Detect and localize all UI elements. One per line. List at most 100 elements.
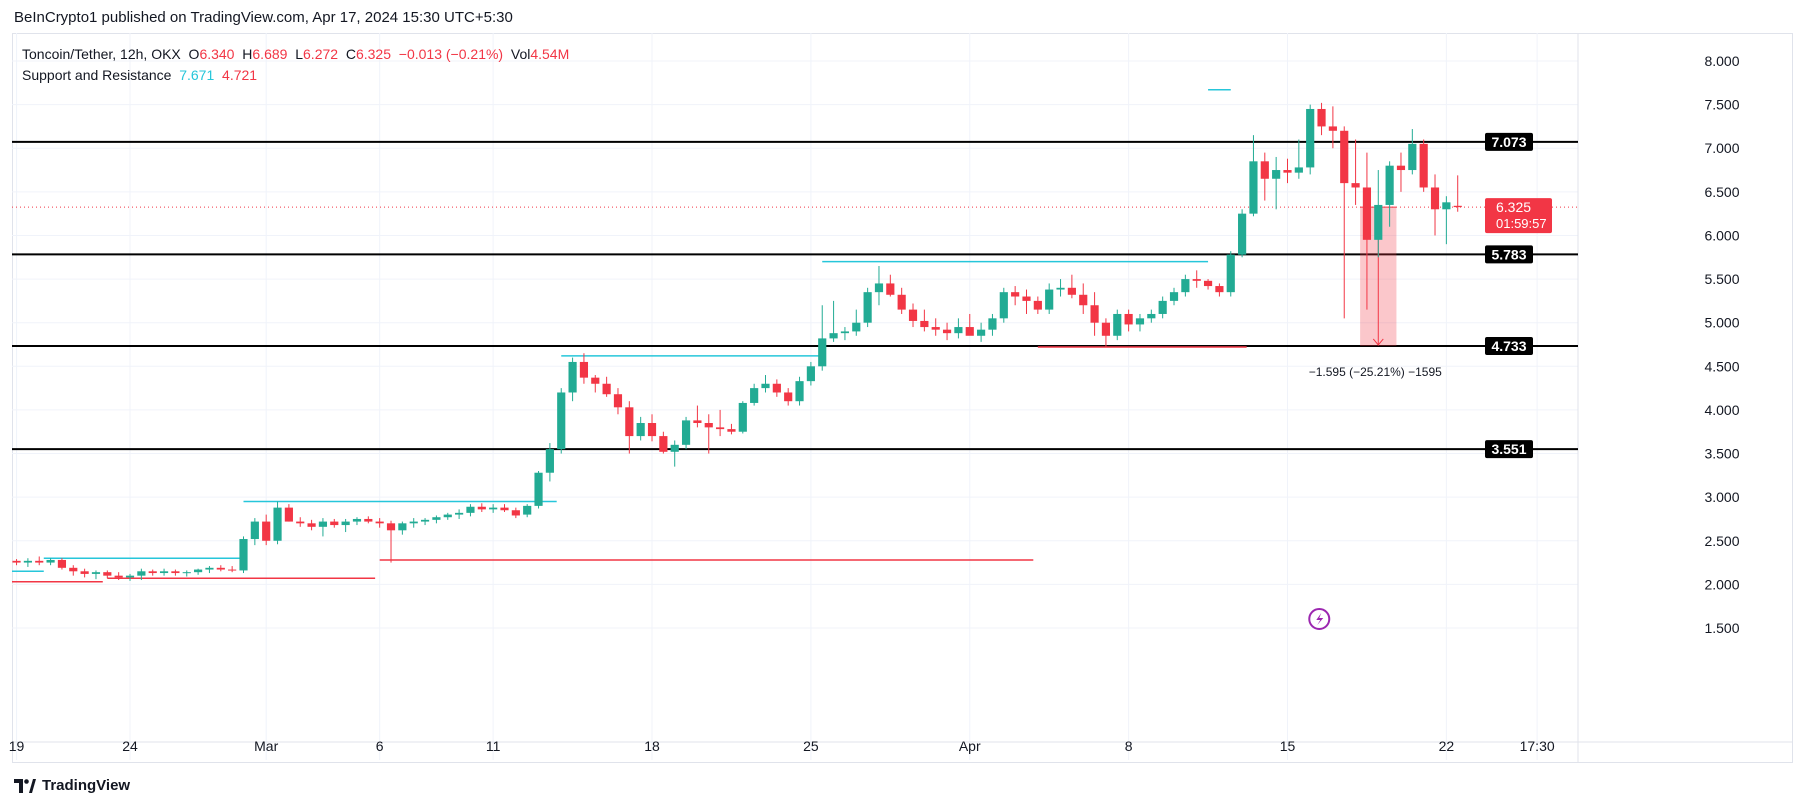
level-price-badge — [1485, 245, 1533, 264]
lightning-icon — [1308, 608, 1331, 630]
candle-body — [670, 444, 679, 452]
candle-body — [205, 567, 214, 570]
candle-body — [1362, 187, 1372, 240]
chart-legend: Toncoin/Tether, 12h, OKX O6.340 H6.689 L… — [22, 44, 569, 86]
candle-body — [364, 518, 373, 522]
candle-body — [704, 423, 713, 428]
candle-body — [1169, 292, 1179, 301]
candle-body — [693, 420, 702, 424]
level-price-text: 5.783 — [1491, 246, 1526, 262]
price-tick-label: 2.500 — [1704, 533, 1739, 549]
candle-body — [398, 523, 407, 531]
candle-body — [80, 571, 89, 574]
candle-body — [1430, 187, 1440, 210]
candle-body — [557, 392, 566, 450]
candle-body — [1294, 167, 1303, 173]
candle-body — [965, 327, 974, 336]
candle-body — [375, 521, 384, 524]
candle-body — [750, 388, 759, 403]
price-tick-label: 4.000 — [1704, 402, 1739, 418]
candle-body — [1147, 313, 1156, 319]
candle-body — [455, 512, 464, 515]
level-price-text: 4.733 — [1491, 338, 1526, 354]
candle-body — [1453, 205, 1462, 208]
candle-body — [579, 361, 589, 378]
volume-value: 4.54M — [530, 46, 570, 62]
indicator-value-resistance: 7.671 — [179, 67, 215, 83]
candle-body — [681, 420, 691, 445]
candle-body — [716, 427, 725, 430]
candle-body — [216, 567, 225, 570]
candle-body — [1056, 287, 1065, 290]
measure-label: −1.595 (−25.21%) −1595 — [1309, 365, 1442, 379]
candle-body — [1215, 286, 1224, 293]
close-label: C — [345, 46, 356, 62]
countdown-text: 01:59:57 — [1496, 216, 1547, 231]
candle-body — [613, 394, 623, 408]
tradingview-brand: TradingView — [42, 777, 131, 794]
candle-body — [284, 507, 293, 522]
candle-body — [1317, 108, 1326, 127]
candle-body — [591, 377, 600, 384]
time-tick-label: 6 — [376, 738, 384, 754]
candle-body — [1101, 322, 1111, 336]
candle-body — [159, 571, 169, 574]
close-value: 6.325 — [355, 46, 392, 62]
time-tick-label: 18 — [644, 738, 660, 754]
time-tick-label: 8 — [1125, 738, 1133, 754]
candle-body — [91, 572, 101, 574]
time-tick-label: 11 — [486, 738, 501, 754]
candle-body — [432, 517, 441, 520]
candle-body — [1408, 143, 1417, 171]
candle-body — [545, 449, 554, 473]
time-tick-label: 22 — [1439, 738, 1455, 754]
level-price-badge — [1485, 336, 1533, 355]
low-label: L — [295, 46, 304, 62]
indicator-name[interactable]: Support and Resistance — [22, 67, 172, 83]
candle-body — [1124, 313, 1133, 325]
price-tick-label: 7.000 — [1704, 140, 1739, 156]
candle-body — [1328, 126, 1337, 131]
price-tick-label: 6.000 — [1704, 227, 1739, 243]
candle-body — [727, 429, 736, 432]
symbol-label[interactable]: Toncoin/Tether, 12h, OKX — [22, 46, 181, 62]
candle-body — [897, 294, 906, 310]
candle-body — [194, 569, 203, 573]
candle-body — [1067, 287, 1076, 295]
price-tick-label: 6.500 — [1704, 184, 1739, 200]
price-tick-label: 7.500 — [1704, 97, 1739, 113]
volume-label: Vol — [510, 46, 531, 62]
time-tick-label: 15 — [1280, 738, 1296, 754]
candle-body — [477, 506, 486, 510]
candle-body — [12, 560, 21, 563]
candle-body — [863, 292, 872, 323]
candle-body — [182, 572, 191, 574]
chart-frame[interactable] — [12, 33, 1793, 763]
candle-body — [954, 327, 963, 334]
candle-body — [273, 507, 282, 541]
candle-body — [988, 318, 997, 330]
candle-body — [466, 506, 475, 513]
candle-body — [1238, 213, 1247, 255]
candle-body — [647, 423, 657, 437]
lightning-icon-bolt — [1316, 613, 1324, 625]
candle-body — [1079, 294, 1088, 306]
candle-body — [296, 521, 305, 524]
candle-body — [818, 338, 827, 367]
time-tick-label: 17:30 — [1520, 738, 1555, 754]
tradingview-logo[interactable]: TradingView — [14, 777, 130, 794]
indicator-row: Support and Resistance 7.671 4.721 — [22, 65, 569, 86]
candle-body — [568, 361, 577, 393]
candle-body — [1181, 279, 1190, 293]
ohlc-row: Toncoin/Tether, 12h, OKX O6.340 H6.689 L… — [22, 44, 569, 65]
candle-body — [318, 521, 328, 527]
candle-body — [1249, 161, 1258, 214]
horizontal-levels — [12, 140, 1578, 451]
candle-body — [659, 436, 668, 452]
change-value: −0.013 (−0.21%) — [398, 46, 504, 62]
candle-body — [1045, 289, 1054, 310]
candle-body — [125, 575, 135, 578]
candle-body — [307, 523, 316, 527]
